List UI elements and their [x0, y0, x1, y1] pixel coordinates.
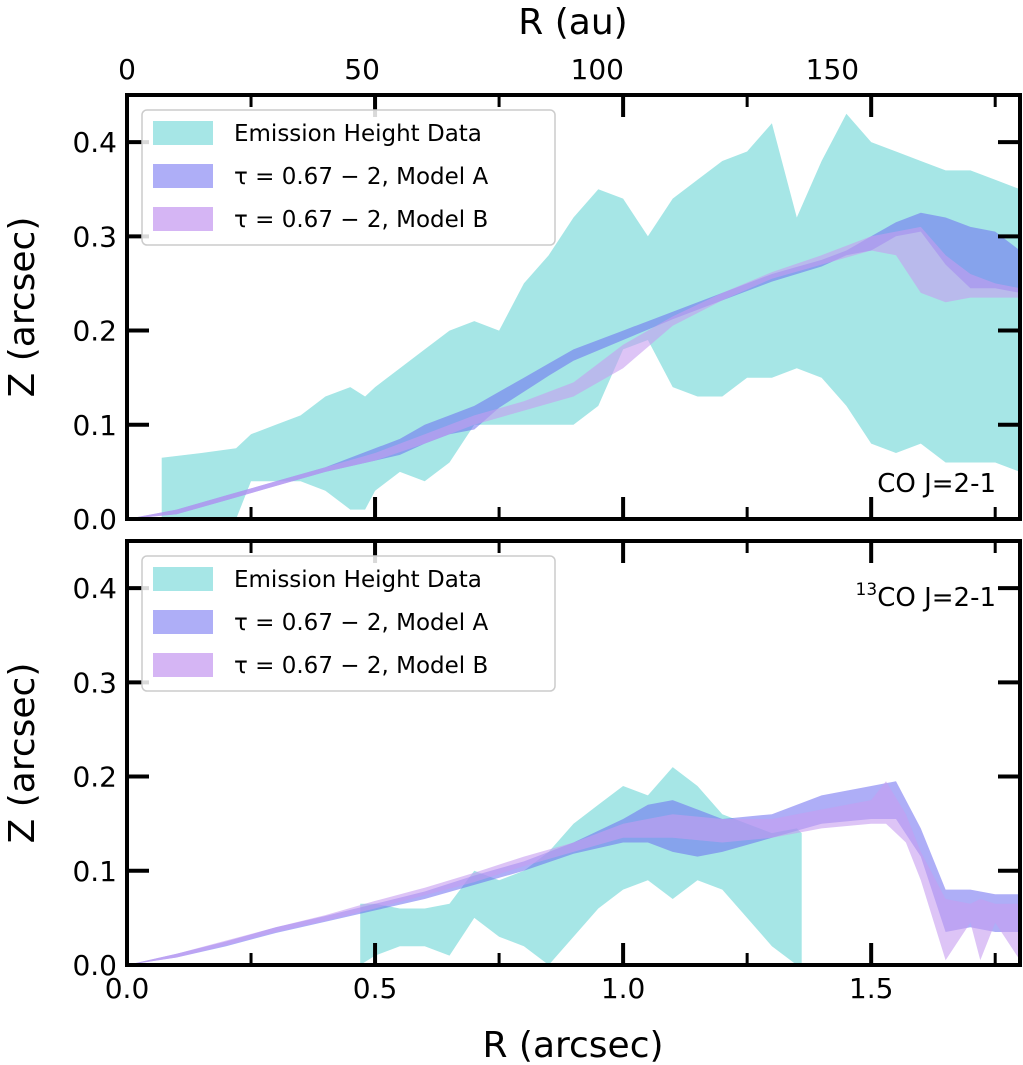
x-tick-label: 1.0	[601, 972, 646, 1005]
bottom-band-emission-data	[360, 767, 802, 965]
legend-swatch-data	[153, 121, 213, 145]
bottom-panel-frame	[125, 539, 1022, 967]
bottom-panel-13co: 0.0 0.5 1.0 1.5 0.0 0.1 0.2 0.3 0.4 13CO J=2-1 E…	[72, 539, 1022, 1005]
top-x-tick-label-au: 0	[118, 53, 136, 86]
top-y-axis-label: Z (arcsec)	[2, 217, 43, 398]
bottom-y-tick-label: 0.0	[72, 949, 117, 982]
legend-swatch-data	[153, 567, 213, 591]
top-x-axis-label: R (au)	[518, 2, 627, 43]
bottom-legend: Emission Height Data τ = 0.67 − 2, Model…	[141, 555, 556, 692]
legend-swatch-model-a	[153, 164, 213, 188]
top-legend: Emission Height Data τ = 0.67 − 2, Model…	[141, 109, 556, 246]
bottom-band-model-b	[127, 781, 1020, 965]
top-panel-co: 0.0 0.1 0.2 0.3 0.4 0 50 100 150 CO J=2-1 Emissi…	[72, 53, 1022, 536]
legend-label-model-a: τ = 0.67 − 2, Model A	[234, 610, 488, 636]
bottom-panel-label: 13CO J=2-1	[856, 580, 996, 613]
top-y-tick-label: 0.2	[72, 315, 117, 348]
bottom-panel-label-superscript: 13	[856, 580, 878, 600]
top-x-tick-label-au: 100	[571, 53, 624, 86]
legend-label-data: Emission Height Data	[234, 567, 482, 593]
top-x-tick-label-au: 50	[344, 53, 380, 86]
x-tick-label: 0.0	[105, 972, 150, 1005]
x-axis-label: R (arcsec)	[482, 1025, 663, 1065]
legend-swatch-model-a	[153, 610, 213, 634]
bottom-y-tick-label: 0.1	[72, 855, 117, 888]
bottom-y-tick-label: 0.3	[72, 666, 117, 699]
top-panel-label: CO J=2-1	[877, 469, 996, 499]
legend-label-model-a: τ = 0.67 − 2, Model A	[234, 164, 488, 190]
legend-swatch-model-b	[153, 207, 213, 231]
bottom-y-tick-label: 0.2	[72, 761, 117, 794]
top-y-tick-label: 0.4	[72, 126, 117, 159]
bottom-panel-label-text: CO J=2-1	[877, 583, 996, 613]
top-y-tick-label: 0.0	[72, 503, 117, 536]
x-tick-label: 0.5	[353, 972, 398, 1005]
top-y-tick-label: 0.1	[72, 409, 117, 442]
x-tick-label: 1.5	[849, 972, 894, 1005]
bottom-legend-box	[141, 555, 556, 692]
bottom-y-tick-label: 0.4	[72, 572, 117, 605]
top-band-model-b	[127, 226, 1020, 519]
legend-label-model-b: τ = 0.67 − 2, Model B	[234, 207, 488, 233]
top-y-tick-label: 0.3	[72, 220, 117, 253]
legend-label-model-b: τ = 0.67 − 2, Model B	[234, 653, 488, 679]
top-x-tick-label-au: 150	[806, 53, 859, 86]
top-legend-box	[141, 109, 556, 246]
top-panel-frame	[125, 93, 1022, 521]
legend-label-data: Emission Height Data	[234, 121, 482, 147]
legend-swatch-model-b	[153, 653, 213, 677]
bottom-y-axis-label: Z (arcsec)	[2, 663, 43, 844]
top-band-emission-data	[161, 113, 1020, 519]
